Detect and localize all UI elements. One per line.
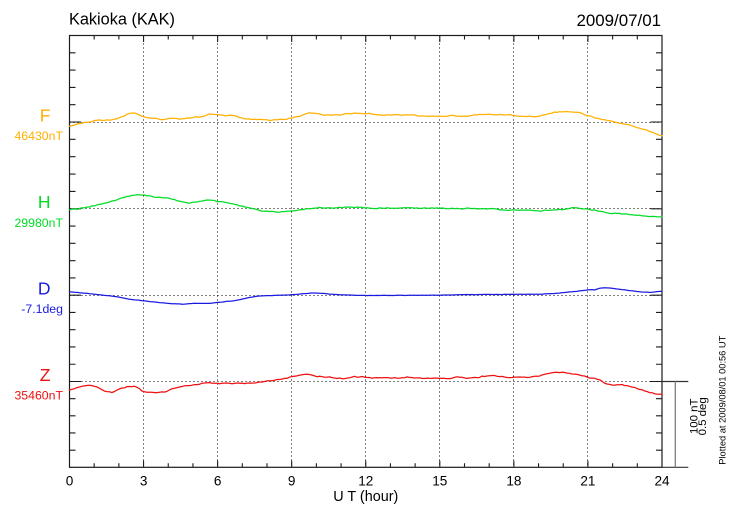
svg-text:D: D <box>38 279 51 299</box>
svg-text:0.5 deg: 0.5 deg <box>697 397 709 435</box>
svg-text:9: 9 <box>288 474 296 489</box>
svg-text:-7.1deg: -7.1deg <box>21 302 63 316</box>
svg-text:35460nT: 35460nT <box>14 389 63 403</box>
svg-text:Kakioka (KAK): Kakioka (KAK) <box>69 11 175 29</box>
svg-text:24: 24 <box>654 474 670 489</box>
svg-text:H: H <box>38 192 51 212</box>
svg-text:U T (hour): U T (hour) <box>333 489 398 505</box>
svg-text:21: 21 <box>580 474 595 489</box>
svg-text:6: 6 <box>214 474 222 489</box>
svg-text:Plotted at 2009/08/01 00:56 UT: Plotted at 2009/08/01 00:56 UT <box>718 335 728 464</box>
svg-text:Z: Z <box>40 365 51 385</box>
svg-text:12: 12 <box>358 474 373 489</box>
svg-text:F: F <box>40 105 51 125</box>
svg-text:3: 3 <box>140 474 148 489</box>
svg-text:46430nT: 46430nT <box>14 129 63 143</box>
svg-text:18: 18 <box>506 474 521 489</box>
svg-text:0: 0 <box>66 474 74 489</box>
svg-text:2009/07/01: 2009/07/01 <box>576 11 661 30</box>
svg-text:29980nT: 29980nT <box>14 216 63 230</box>
svg-text:100 nT: 100 nT <box>689 399 701 435</box>
svg-text:15: 15 <box>432 474 447 489</box>
